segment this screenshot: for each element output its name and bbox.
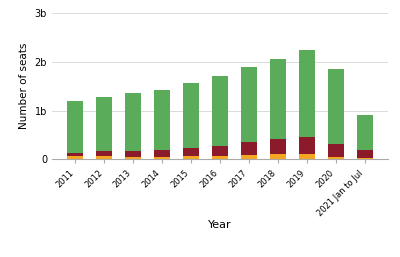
Bar: [183, 83, 199, 148]
Bar: [154, 90, 170, 150]
Bar: [125, 93, 141, 151]
Bar: [328, 69, 344, 144]
Bar: [67, 156, 83, 159]
Bar: [212, 146, 228, 155]
Bar: [357, 158, 373, 159]
Bar: [154, 157, 170, 159]
Bar: [299, 50, 315, 137]
Bar: [299, 154, 315, 159]
Bar: [299, 137, 315, 154]
Y-axis label: Number of seats: Number of seats: [19, 43, 29, 129]
Bar: [183, 155, 199, 159]
Bar: [154, 150, 170, 157]
Bar: [270, 154, 286, 159]
Bar: [212, 76, 228, 146]
Bar: [328, 144, 344, 157]
Bar: [96, 156, 112, 159]
Bar: [212, 155, 228, 159]
Bar: [241, 67, 257, 142]
Bar: [67, 153, 83, 156]
Bar: [96, 97, 112, 151]
Bar: [270, 59, 286, 139]
Bar: [183, 148, 199, 155]
Bar: [67, 100, 83, 153]
Bar: [241, 142, 257, 155]
Bar: [125, 151, 141, 157]
Bar: [96, 151, 112, 156]
Bar: [357, 150, 373, 158]
Bar: [125, 157, 141, 159]
Bar: [357, 115, 373, 150]
X-axis label: Year: Year: [208, 220, 232, 230]
Bar: [328, 157, 344, 159]
Bar: [270, 139, 286, 154]
Bar: [241, 155, 257, 159]
